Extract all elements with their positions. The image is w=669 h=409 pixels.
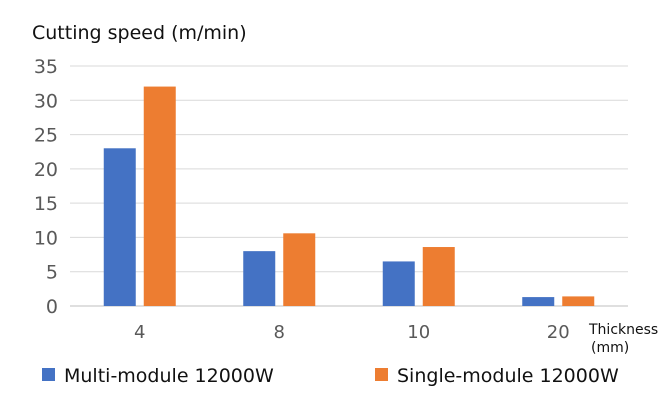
bars (103, 86, 595, 306)
y-axis-title: Cutting speed (m/min) (32, 22, 247, 44)
bar-multi-module-20 (522, 297, 555, 306)
bar-single-module-10 (422, 247, 455, 306)
x-tick-label: 4 (134, 322, 145, 343)
y-tick-label: 5 (46, 262, 58, 284)
y-tick-label: 10 (34, 227, 58, 249)
bar-multi-module-4 (103, 148, 136, 306)
legend-label-single-module: Single-module 12000W (397, 365, 619, 387)
legend-label-multi-module: Multi-module 12000W (64, 365, 274, 387)
x-axis-ticks: 4 8 10 20 (134, 322, 570, 343)
y-tick-label: 30 (34, 90, 58, 112)
bar-multi-module-10 (382, 261, 415, 306)
y-tick-label: 20 (34, 159, 58, 181)
bar-single-module-4 (143, 86, 176, 306)
x-tick-label: 20 (547, 322, 570, 343)
bar-single-module-8 (283, 233, 316, 306)
bar-multi-module-8 (243, 251, 276, 306)
x-tick-label: 8 (274, 322, 285, 343)
x-tick-label: 10 (407, 322, 430, 343)
x-axis-title-line2: (mm) (591, 340, 629, 356)
y-axis-ticks: 0 5 10 15 20 25 30 35 (34, 56, 58, 318)
bar-single-module-20 (562, 296, 595, 306)
legend: Multi-module 12000W Single-module 12000W (42, 365, 619, 387)
y-tick-label: 15 (34, 193, 58, 215)
y-tick-label: 25 (34, 125, 58, 147)
legend-swatch-multi-module (42, 368, 55, 381)
x-axis-title-line1: Thickness (588, 322, 658, 338)
y-tick-label: 35 (34, 56, 58, 78)
y-tick-label: 0 (46, 296, 58, 318)
legend-swatch-single-module (375, 368, 388, 381)
